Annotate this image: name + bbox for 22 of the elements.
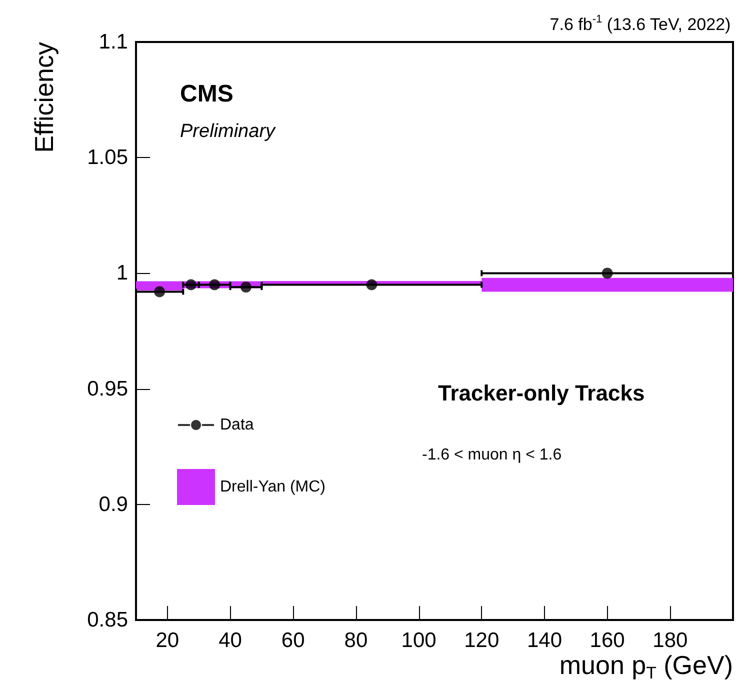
y-tick-label: 1.05 [87, 146, 128, 170]
y-tick-label: 0.95 [87, 377, 128, 400]
y-tick-label: 0.85 [87, 608, 128, 632]
x-tick-label: 40 [218, 629, 242, 652]
x-tick-label: 140 [526, 629, 562, 652]
x-tick-label: 180 [652, 629, 688, 652]
legend-label: Data [220, 416, 254, 434]
x-tick-label: 80 [344, 629, 368, 652]
annotation: Preliminary [180, 121, 277, 142]
annotation: -1.6 < muon η < 1.6 [422, 446, 562, 464]
y-tick-label: 1 [116, 262, 128, 285]
y-tick-label: 1.1 [98, 30, 128, 54]
annotation: Tracker-only Tracks [438, 380, 645, 406]
x-tick-label: 120 [464, 629, 500, 652]
y-tick-label: 0.9 [98, 492, 128, 516]
y-axis-title: Efficiency [29, 42, 59, 153]
annotation: CMS [180, 80, 234, 108]
x-tick-label: 100 [401, 629, 436, 652]
x-tick-label: 160 [590, 629, 625, 652]
x-tick-label: 60 [281, 629, 305, 652]
legend-label: Drell-Yan (MC) [220, 478, 326, 496]
x-tick-label: 20 [156, 629, 180, 652]
